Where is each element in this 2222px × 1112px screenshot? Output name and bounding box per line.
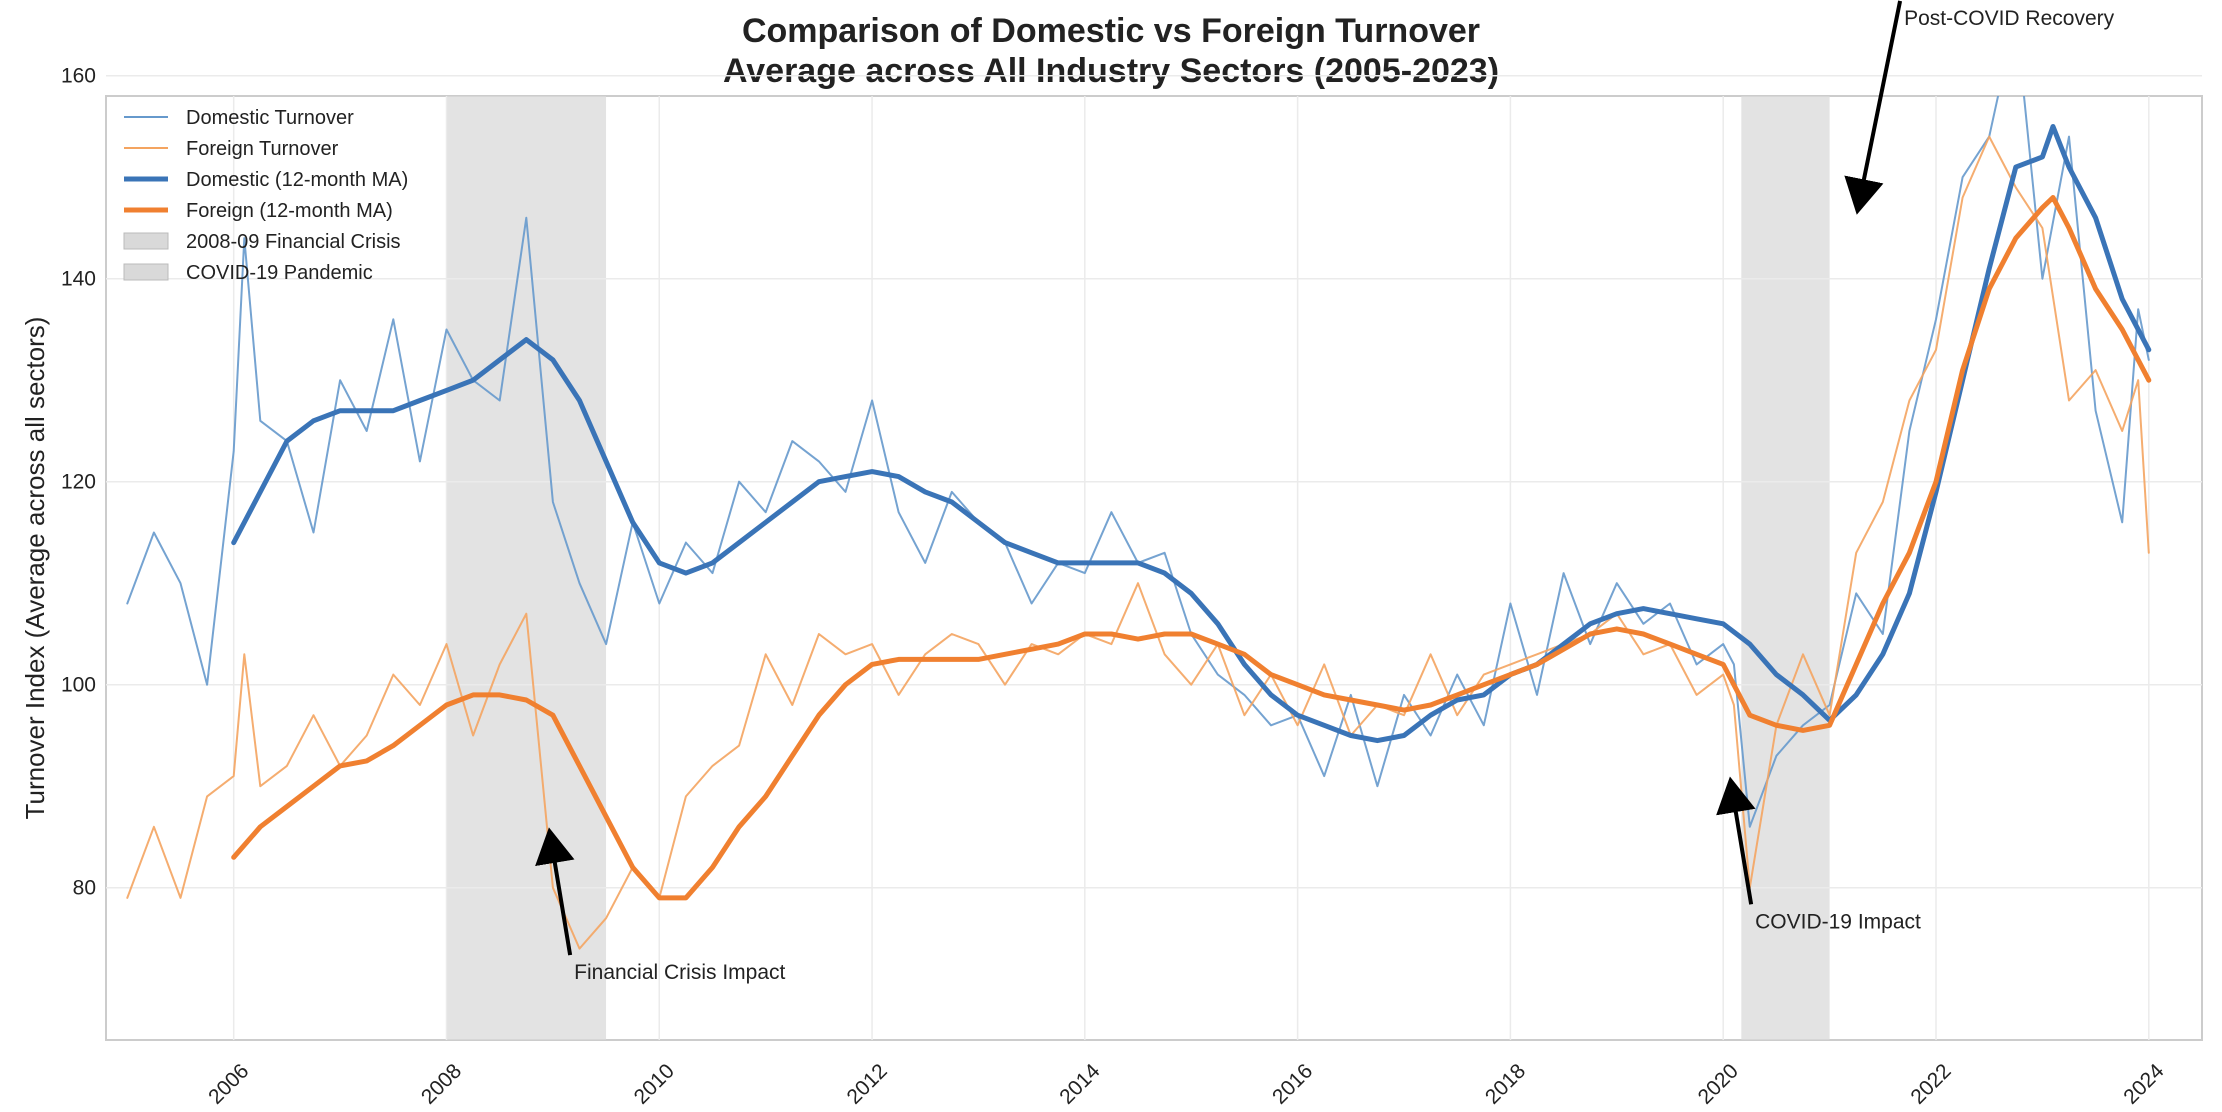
y-tick-label: 100: [61, 674, 96, 697]
legend-label-3: Foreign (12-month MA): [186, 200, 393, 222]
x-tick-label: 2012: [842, 1059, 891, 1108]
series-lines: [126, 96, 2152, 950]
y-axis-ticks: 80 100 120 140 160: [61, 65, 96, 900]
annotation-text-2: Post-COVID Recovery: [1904, 7, 2115, 30]
x-axis-ticks: 2006 2008 2010 2012 2014 2016 2018 2020 2022 2024: [204, 1059, 2169, 1109]
x-tick-label: 2020: [1694, 1059, 1743, 1108]
x-tick-label: 2016: [1268, 1059, 1317, 1108]
shaded-region-0: [446, 96, 607, 1040]
legend-label-4: 2008-09 Financial Crisis: [186, 231, 401, 253]
shaded-regions: [446, 96, 1830, 1040]
legend-label-1: Foreign Turnover: [186, 138, 339, 160]
annotation-arrow-0: [535, 827, 575, 956]
annotations: Financial Crisis Impact COVID-19 Impact Po…: [535, 0, 2115, 984]
x-tick-label: 2022: [1906, 1059, 1955, 1108]
y-tick-label: 80: [73, 877, 96, 900]
x-tick-label: 2010: [630, 1059, 679, 1108]
shaded-region-1: [1741, 96, 1830, 1040]
legend-label-0: Domestic Turnover: [186, 107, 354, 129]
x-tick-label: 2006: [204, 1059, 253, 1108]
legend-swatch-5: [123, 263, 169, 281]
annotation-text-1: COVID-19 Impact: [1755, 910, 1921, 933]
legend-swatch-4: [123, 232, 169, 250]
y-tick-label: 140: [61, 268, 96, 291]
chart-title-line-2: Average across All Industry Sectors (200…: [723, 52, 1499, 90]
y-tick-label: 120: [61, 471, 96, 494]
x-tick-label: 2018: [1481, 1059, 1530, 1108]
annotation-arrow-2: [1844, 0, 1903, 215]
legend: Domestic Turnover Foreign Turnover Domesti…: [123, 107, 408, 284]
x-tick-label: 2024: [2119, 1059, 2169, 1109]
x-tick-label: 2014: [1055, 1059, 1105, 1109]
gridlines: [106, 74, 2202, 1040]
series-line-2: [231, 124, 2152, 744]
x-tick-label: 2008: [417, 1059, 466, 1108]
legend-label-5: COVID-19 Pandemic: [186, 262, 373, 284]
annotation-arrow-1: [1716, 776, 1756, 905]
chart-title-line-1: Comparison of Domestic vs Foreign Turnov…: [742, 12, 1480, 50]
annotation-text-0: Financial Crisis Impact: [574, 961, 785, 984]
series-line-1: [126, 135, 2150, 950]
series-line-3: [231, 195, 2152, 901]
legend-label-2: Domestic (12-month MA): [186, 169, 408, 191]
series-line-0: [126, 96, 2150, 828]
y-axis-label: Turnover Index (Average across all secto…: [20, 317, 50, 820]
y-tick-label: 160: [61, 65, 96, 88]
